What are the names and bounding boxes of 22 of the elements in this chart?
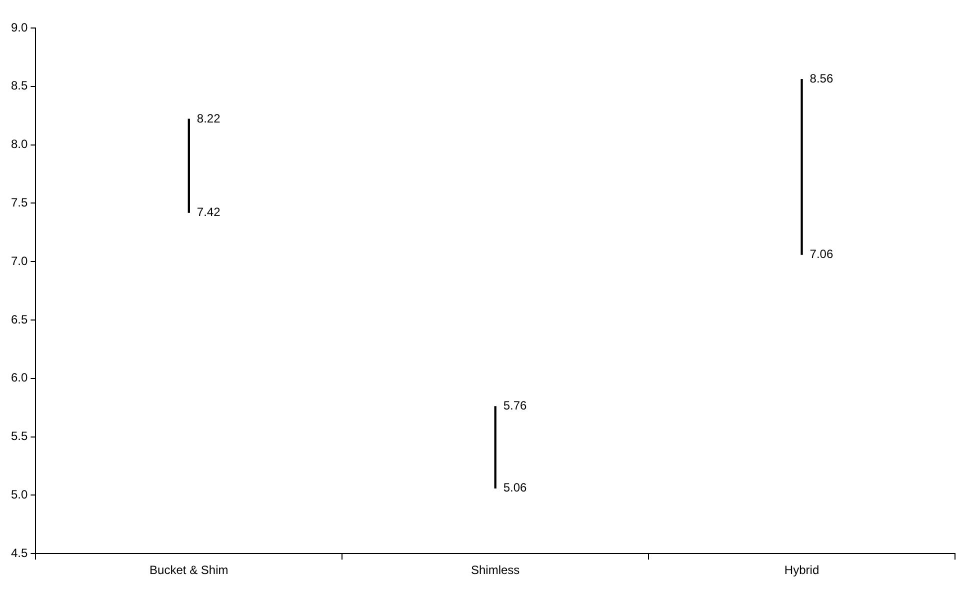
annotation: 5.76 [503,398,528,413]
y-tick-label: 5.5 [10,429,28,444]
x-tick-label: Hybrid [784,563,820,578]
y-tick-label: 8.0 [10,137,28,152]
annotation: 5.06 [503,480,528,495]
bar [494,406,496,489]
annotation: 8.22 [196,111,221,126]
annotation: 8.56 [810,72,834,86]
bar [188,118,190,213]
y-tick-label: 7.0 [10,254,28,268]
y-tick-label: 6.5 [10,312,28,326]
y-tick-label: 7.5 [10,196,28,210]
x-tick-label: Bucket & Shim [150,563,228,578]
x-tick-label: Shimless [470,563,520,578]
y-tick-label: 5.0 [10,488,28,502]
y-tick-label: 6.0 [10,370,28,385]
annotation: 7.06 [810,246,834,261]
y-tick-label: 9.0 [10,20,28,34]
y-tick-label: 8.5 [10,78,28,93]
bar [800,79,803,255]
annotation: 7.42 [196,204,221,219]
y-tick-label: 4.5 [10,546,28,560]
